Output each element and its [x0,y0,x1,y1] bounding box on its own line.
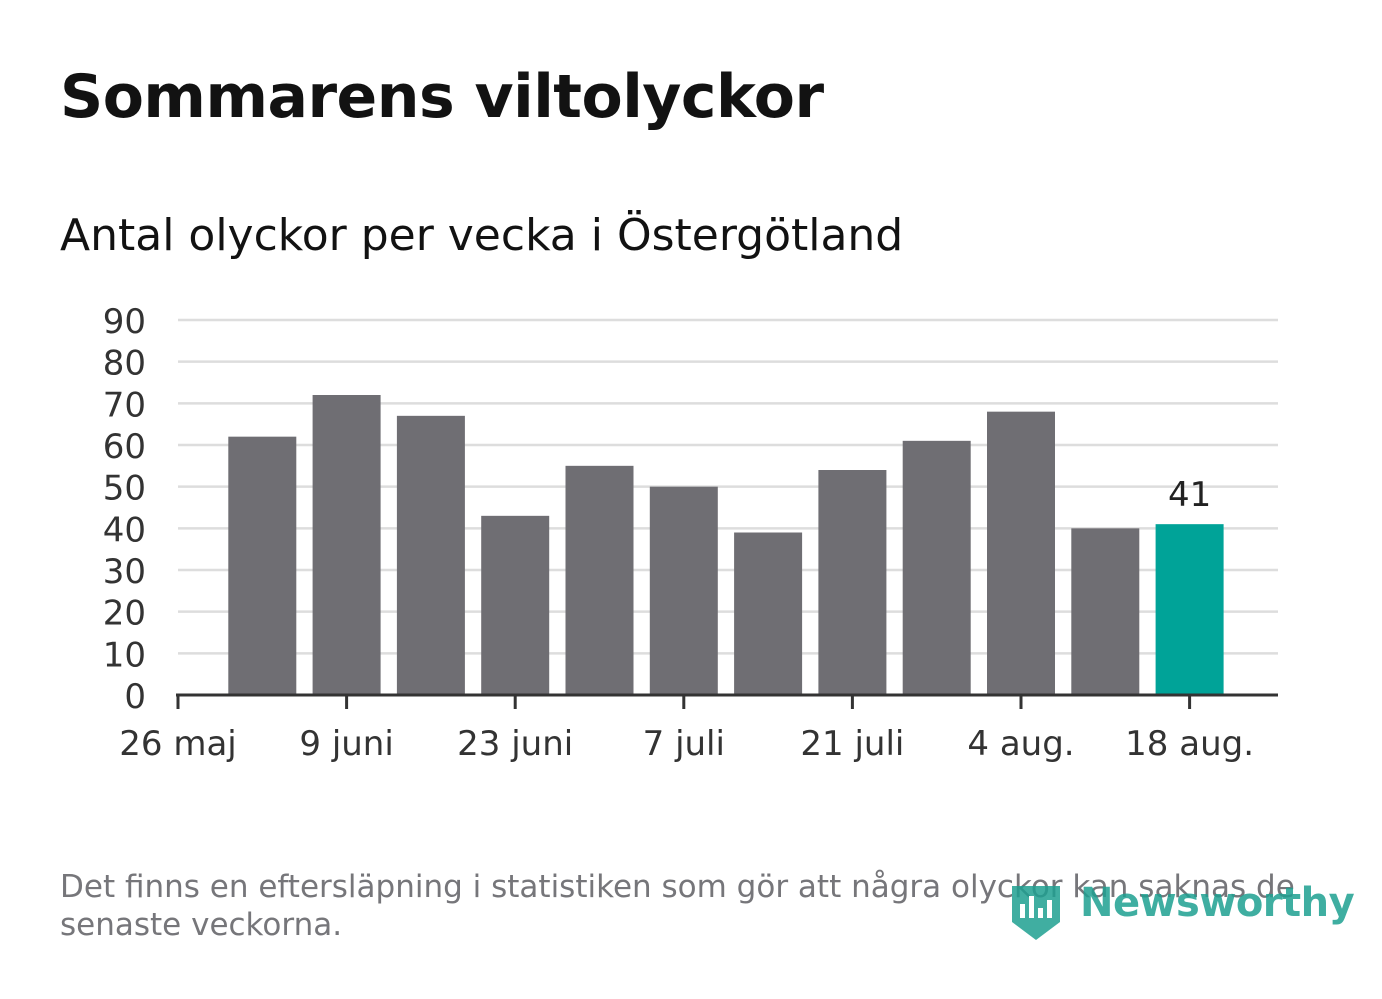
chart-subtitle: Antal olyckor per vecka i Östergötland [60,210,904,261]
bar [565,465,634,695]
x-tick-label: 23 juni [457,724,573,764]
bar [987,411,1055,695]
y-tick-label: 50 [103,469,146,509]
bar [228,436,297,695]
y-tick-label: 0 [124,677,146,717]
newsworthy-logo-icon [1012,886,1060,940]
bar-highlight [1155,524,1224,695]
bar [902,440,971,695]
x-tick-label: 7 juli [643,724,725,764]
chart-title: Sommarens viltolyckor [60,62,824,132]
y-tick-label: 30 [103,552,146,592]
x-tick-label: 4 aug. [967,724,1074,764]
y-tick-label: 70 [103,385,146,425]
newsworthy-logo: Newsworthy [1010,876,1355,946]
x-tick-label: 9 juni [299,724,393,764]
bar [734,532,803,695]
data-label: 41 [1168,475,1211,515]
y-tick-label: 10 [103,635,146,675]
x-tick-label: 21 juli [800,724,904,764]
y-tick-label: 20 [103,594,146,634]
bar [312,395,381,695]
bar [396,415,465,695]
x-tick-label: 26 maj [119,724,236,764]
y-tick-label: 90 [103,302,146,342]
bar [649,486,718,695]
bar [818,470,887,695]
footnote: Det finns en eftersläpning i statistiken… [60,869,1295,943]
y-tick-label: 60 [103,427,146,467]
x-tick-label: 18 aug. [1125,724,1254,764]
logo-text: Newsworthy [1080,880,1355,926]
bar [1071,528,1140,695]
bar [481,515,550,695]
y-tick-label: 80 [103,344,146,384]
y-tick-label: 40 [103,510,146,550]
